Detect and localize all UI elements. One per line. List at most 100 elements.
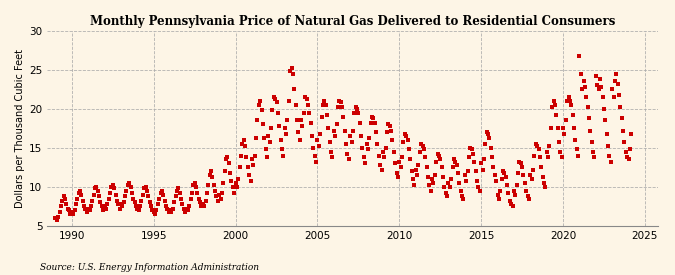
Point [535, 155, 545, 159]
Point [558, 126, 568, 130]
Point [184, 204, 194, 208]
Point [166, 210, 177, 214]
Point [549, 103, 560, 107]
Point [259, 136, 269, 141]
Point [393, 175, 404, 180]
Point [316, 114, 327, 119]
Point [603, 144, 614, 148]
Point [357, 145, 368, 150]
Point [574, 53, 585, 58]
Point [162, 207, 173, 211]
Point [135, 204, 146, 208]
Point [237, 142, 248, 146]
Point [290, 103, 301, 107]
Point [460, 173, 470, 177]
Point [63, 208, 74, 213]
Point [384, 124, 395, 128]
Point [608, 95, 619, 99]
Point [456, 189, 466, 193]
Point [103, 196, 114, 201]
Point [436, 165, 447, 169]
Point [470, 169, 481, 174]
Point [488, 165, 499, 169]
Point [421, 165, 432, 169]
Point [379, 155, 389, 159]
Point [346, 139, 357, 144]
Point [413, 163, 424, 167]
Point [489, 173, 500, 177]
Point [110, 192, 121, 197]
Point [193, 196, 204, 201]
Point [464, 155, 475, 159]
Point [398, 139, 409, 144]
Point [329, 128, 340, 133]
Point [155, 191, 166, 195]
Point [475, 189, 485, 193]
Point [448, 157, 459, 162]
Point [536, 165, 547, 169]
Point [540, 185, 551, 189]
Point [76, 192, 87, 197]
Point [367, 114, 377, 119]
Point [556, 155, 567, 159]
Point [95, 200, 106, 205]
Point [321, 113, 332, 117]
Point [595, 77, 605, 81]
Point [518, 173, 529, 177]
Point [585, 128, 596, 133]
Point [377, 149, 388, 154]
Point [167, 207, 178, 211]
Point [218, 181, 229, 185]
Point [298, 110, 309, 115]
Point [312, 138, 323, 142]
Point [317, 103, 328, 107]
Point [392, 170, 402, 175]
Point [153, 202, 163, 206]
Point [440, 191, 451, 195]
Point [308, 145, 319, 150]
Point [334, 99, 345, 103]
Point [592, 83, 603, 87]
Point [520, 181, 531, 185]
Point [605, 160, 616, 164]
Point [107, 183, 118, 188]
Point [409, 183, 420, 188]
Point [249, 153, 260, 158]
Point [623, 157, 634, 162]
Point [210, 189, 221, 193]
Point [80, 207, 91, 211]
Point [55, 204, 66, 208]
Point [461, 178, 472, 183]
Point [126, 191, 137, 195]
Point [170, 194, 181, 198]
Point [294, 138, 305, 142]
Point [394, 160, 405, 164]
Point [468, 152, 479, 156]
Point [499, 170, 510, 175]
Point [560, 118, 571, 123]
Point [462, 169, 473, 174]
Point [414, 149, 425, 154]
Point [70, 202, 81, 206]
Point [256, 108, 267, 112]
Point [203, 183, 214, 188]
Point [418, 147, 429, 152]
Point [610, 79, 620, 84]
Point [516, 161, 526, 166]
Point [102, 202, 113, 206]
Point [130, 204, 141, 208]
Point [406, 169, 417, 174]
Point [484, 136, 495, 141]
Point [554, 139, 564, 144]
Point [432, 152, 443, 156]
Point [361, 142, 372, 146]
Point [163, 210, 174, 214]
Point [575, 71, 586, 76]
Point [551, 113, 562, 117]
Point [278, 153, 289, 158]
Point [381, 130, 392, 134]
Point [97, 204, 107, 208]
Point [417, 144, 428, 148]
Point [87, 199, 98, 203]
Point [132, 207, 142, 211]
